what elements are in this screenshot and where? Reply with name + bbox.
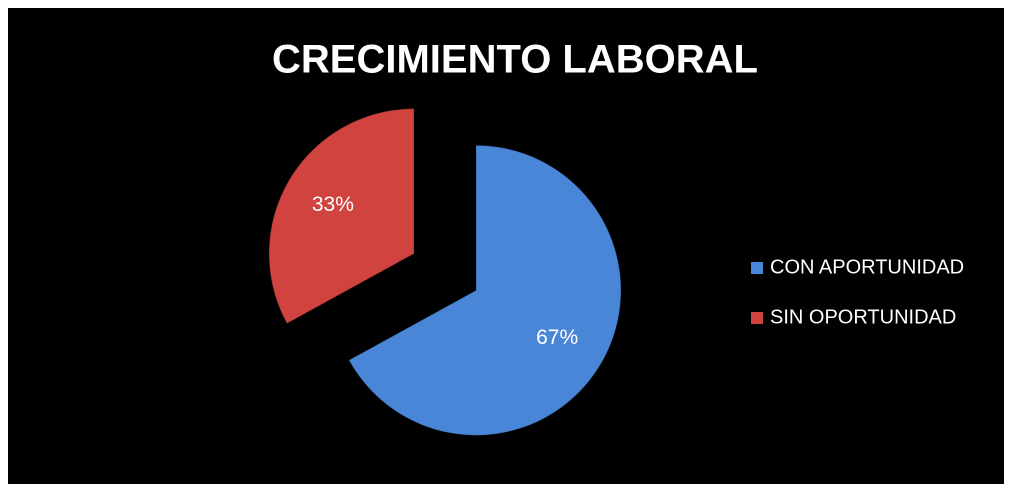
legend-label: CON APORTUNIDAD xyxy=(770,256,964,278)
data-label: 67% xyxy=(536,326,578,349)
legend-label: SIN OPORTUNIDAD xyxy=(770,306,956,328)
chart-title: CRECIMIENTO LABORAL xyxy=(272,38,758,82)
data-label: 33% xyxy=(312,193,354,216)
pie-slice xyxy=(268,108,415,325)
pie-slice xyxy=(348,144,622,436)
legend-swatch xyxy=(751,262,763,274)
legend-swatch xyxy=(751,312,763,324)
